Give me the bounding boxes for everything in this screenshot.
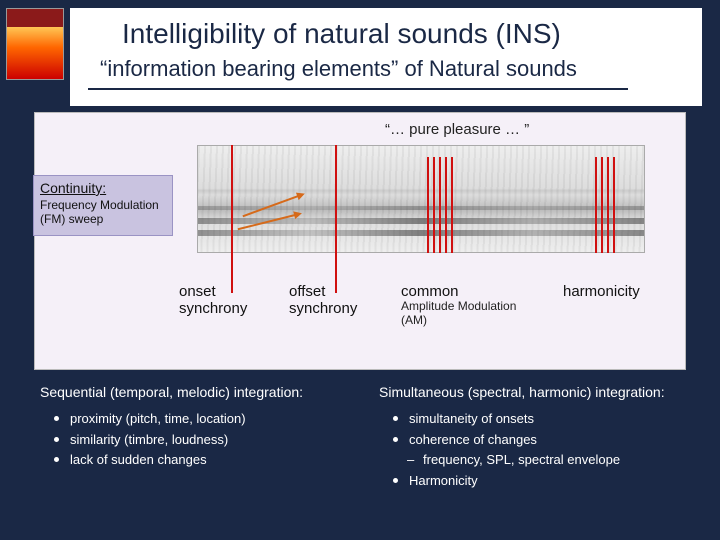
sequential-list: proximity (pitch, time, location) simila…: [54, 410, 341, 469]
list-item: coherence of changes: [393, 431, 680, 449]
offset-label: offset synchrony: [289, 283, 357, 318]
continuity-subtext: Frequency Modulation (FM) sweep: [40, 198, 166, 227]
sequential-title: Sequential (temporal, melodic) integrati…: [40, 384, 341, 400]
subtitle-underline: [88, 88, 628, 90]
common-label: common Amplitude Modulation (AM): [401, 283, 541, 328]
example-phrase: “… pure pleasure … ”: [385, 121, 529, 138]
sequential-column: Sequential (temporal, melodic) integrati…: [40, 384, 341, 492]
harmonicity-text: harmonicity: [563, 283, 640, 300]
simultaneous-column: Simultaneous (spectral, harmonic) integr…: [379, 384, 680, 492]
list-item: lack of sudden changes: [54, 451, 341, 469]
list-item: proximity (pitch, time, location): [54, 410, 341, 428]
harmonicity-label: harmonicity: [563, 283, 640, 300]
slide-title: Intelligibility of natural sounds (INS): [118, 18, 565, 50]
slide-subtitle: “information bearing elements” of Natura…: [100, 56, 577, 82]
bottom-columns: Sequential (temporal, melodic) integrati…: [40, 384, 680, 492]
common-am-group: [427, 157, 455, 253]
diagram-panel: “… pure pleasure … ” Continuity: Frequen…: [34, 112, 686, 370]
list-item: Harmonicity: [393, 472, 680, 490]
logo-badge: [6, 8, 64, 80]
onset-label: onset synchrony: [179, 283, 247, 318]
common-title: common: [401, 283, 459, 300]
offset-text: offset synchrony: [289, 283, 357, 317]
simultaneous-title: Simultaneous (spectral, harmonic) integr…: [379, 384, 680, 400]
offset-marker: [335, 145, 337, 293]
list-item: simultaneity of onsets: [393, 410, 680, 428]
list-item: similarity (timbre, loudness): [54, 431, 341, 449]
spectrogram: [197, 145, 645, 253]
simultaneous-list: simultaneity of onsets coherence of chan…: [393, 410, 680, 489]
onset-marker: [231, 145, 233, 293]
onset-text: onset synchrony: [179, 283, 247, 317]
harmonicity-group: [595, 157, 615, 253]
list-item: frequency, SPL, spectral envelope: [407, 451, 680, 469]
common-subtext: Amplitude Modulation (AM): [401, 300, 541, 328]
formant-band: [198, 230, 644, 236]
continuity-heading: Continuity:: [40, 180, 166, 196]
continuity-callout: Continuity: Frequency Modulation (FM) sw…: [33, 175, 173, 236]
